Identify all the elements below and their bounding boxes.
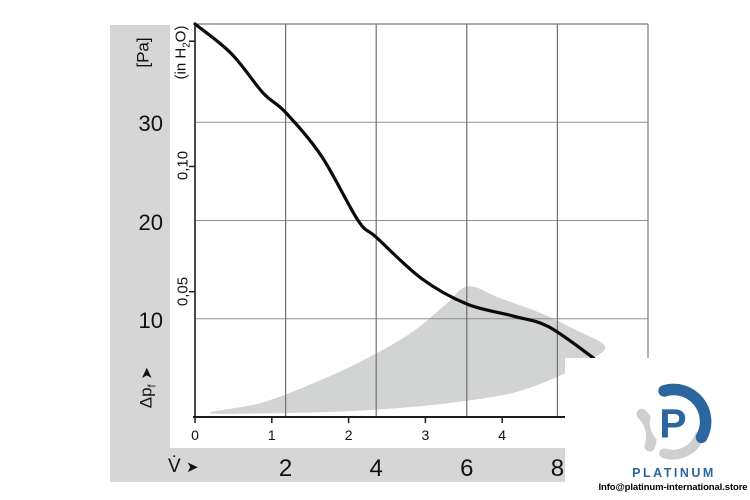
dp-sub: f [146, 384, 159, 388]
inh2o-sub: 2 [181, 42, 193, 48]
x-axis-band [110, 448, 565, 482]
y-axis-band [110, 25, 170, 482]
pressure-axis-label: Δpf ➤ [136, 340, 159, 436]
logo-petal-gray-left [636, 408, 657, 452]
logo-center-disc [649, 400, 695, 446]
flow-axis-label: V̇ ➤ [168, 457, 199, 476]
inh2o-tick-label: 0,05 [174, 276, 192, 306]
pa-unit-label: [Pa] [133, 37, 153, 68]
inh2o-post: O) [172, 25, 190, 43]
inh2o-tick-label: 0,10 [174, 151, 192, 181]
dp-text: Δp [136, 387, 156, 409]
logo-wordmark: PLATINUM [632, 466, 716, 480]
right-arrow-icon: ➤ [185, 459, 199, 476]
inh2o-unit-label: (in H2O) [172, 16, 193, 90]
pa-tick-label: 20 [138, 209, 163, 235]
platinum-logo: P [628, 382, 718, 464]
pa-tick-label: 30 [138, 111, 163, 137]
x-outer-tick-label: 4 [369, 455, 383, 482]
x-inner-tick-label: 1 [267, 427, 276, 443]
x-outer-tick-label: 2 [278, 455, 293, 482]
x-inner-tick-label: 4 [498, 427, 507, 443]
x-inner-tick-label: 3 [421, 427, 430, 443]
vdot-text: V̇ [168, 456, 181, 477]
x-inner-tick-label: 2 [344, 427, 353, 443]
up-arrow-icon: ➤ [138, 367, 156, 380]
operating-region [209, 286, 606, 414]
logo-email: Info@platinum-international.store [598, 482, 748, 493]
fan-pressure-curve [193, 22, 596, 360]
logo-letter: P [659, 400, 686, 446]
x-inner-tick-label: 0 [191, 427, 199, 443]
logo-petal-blue [658, 383, 712, 444]
x-outer-tick-label: 8 [550, 455, 565, 482]
inh2o-pre: (in H [172, 47, 190, 80]
pa-tick-label: 10 [138, 307, 163, 333]
platinum-logo-mark: P [636, 383, 712, 460]
x-outer-tick-label: 6 [460, 455, 474, 482]
